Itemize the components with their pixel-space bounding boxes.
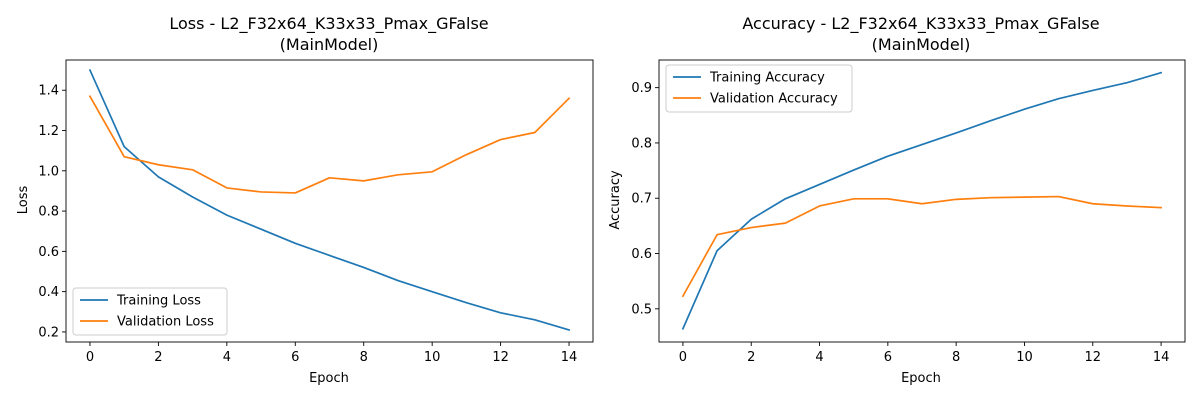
- accuracy-x-tick-label: 0: [679, 350, 687, 365]
- accuracy-x-tick-label: 10: [1016, 350, 1033, 365]
- loss-chart-subtitle: (MainModel): [280, 35, 379, 54]
- loss-chart-panel: Loss - L2_F32x64_K33x33_Pmax_GFalse (Mai…: [16, 14, 594, 386]
- loss-x-tick-label: 12: [492, 350, 509, 365]
- loss-legend-label: Training Loss: [116, 294, 201, 309]
- accuracy-y-tick-label: 0.9: [631, 81, 652, 96]
- loss-legend: Training Loss Validation Loss: [72, 287, 228, 336]
- loss-legend-label: Validation Loss: [117, 315, 214, 330]
- accuracy-series-line-validation: [681, 195, 1162, 298]
- loss-y-tick-label: 1.0: [38, 164, 59, 179]
- accuracy-x-tick-label: 8: [952, 350, 960, 365]
- accuracy-axes-frame: [658, 59, 1186, 343]
- loss-x-tick-label: 10: [424, 350, 441, 365]
- loss-x-axis-label: Epoch: [309, 371, 349, 386]
- loss-y-axis-label: Loss: [16, 186, 31, 215]
- accuracy-y-axis-label: Accuracy: [608, 170, 623, 230]
- accuracy-y-tick-label: 0.5: [631, 302, 652, 317]
- accuracy-y-tick-label: 0.8: [631, 136, 652, 151]
- accuracy-x-tick-label: 12: [1085, 350, 1102, 365]
- accuracy-series-line-training: [681, 71, 1163, 330]
- accuracy-x-tick-label: 14: [1153, 350, 1170, 365]
- loss-chart-title: Loss - L2_F32x64_K33x33_Pmax_GFalse: [169, 14, 488, 34]
- accuracy-x-axis-label: Epoch: [901, 371, 941, 386]
- accuracy-plot-area: 0 2 4 6 8 10 12 14 0.5 0.6 0.7 0.8 0.9 Training Accur…: [631, 59, 1186, 365]
- accuracy-y-tick-label: 0.6: [631, 247, 652, 262]
- accuracy-legend: Training Accuracy Validation Accuracy: [665, 64, 853, 113]
- loss-plot-area: 0 2 4 6 8 10 12 14 0.2 0.4 0.6 0.8 1.0 1.2 1.4 Training…: [38, 59, 594, 365]
- loss-y-tick-label: 1.2: [38, 124, 59, 139]
- loss-x-tick-label: 6: [291, 350, 299, 365]
- accuracy-chart-panel: Accuracy - L2_F32x64_K33x33_Pmax_GFalse …: [608, 14, 1186, 386]
- accuracy-legend-label: Validation Accuracy: [710, 92, 838, 107]
- accuracy-legend-label: Training Accuracy: [709, 71, 825, 86]
- loss-y-tick-label: 0.4: [38, 285, 59, 300]
- loss-x-tick-label: 0: [86, 350, 94, 365]
- loss-x-tick-label: 8: [360, 350, 368, 365]
- loss-axes-frame: [65, 59, 594, 343]
- loss-legend-box: [72, 287, 228, 336]
- loss-y-tick-label: 0.6: [38, 245, 59, 260]
- accuracy-legend-box: [665, 64, 853, 113]
- loss-y-tick-label: 1.4: [38, 84, 59, 99]
- loss-y-tick-label: 0.8: [38, 205, 59, 220]
- accuracy-y-tick-label: 0.7: [631, 192, 652, 207]
- accuracy-x-tick-label: 4: [815, 350, 823, 365]
- loss-series-line-training: [88, 68, 571, 331]
- loss-x-tick-label: 14: [561, 350, 578, 365]
- accuracy-chart-subtitle: (MainModel): [872, 35, 971, 54]
- loss-series-line-validation: [88, 95, 571, 194]
- loss-x-tick-label: 4: [223, 350, 231, 365]
- accuracy-x-tick-label: 2: [747, 350, 755, 365]
- loss-y-tick-label: 0.2: [38, 325, 59, 340]
- loss-x-tick-label: 2: [154, 350, 162, 365]
- accuracy-chart-title: Accuracy - L2_F32x64_K33x33_Pmax_GFalse: [742, 14, 1099, 34]
- accuracy-x-tick-label: 6: [884, 350, 892, 365]
